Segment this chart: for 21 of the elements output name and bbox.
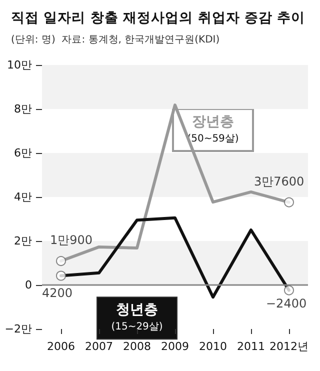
- y-tick-label: 2만: [14, 234, 32, 248]
- y-tick-label: −2만: [4, 322, 32, 336]
- annotation: −2400: [266, 296, 307, 310]
- annotation: 4200: [42, 286, 73, 300]
- x-tick-label: 2012년: [270, 340, 308, 353]
- annotation: 3만7600: [254, 174, 304, 188]
- x-tick-label: 2009: [161, 340, 189, 353]
- chart-subtitle: (단위: 명) 자료: 통계청, 한국개발연구원(KDI): [11, 34, 220, 46]
- text: 청년층 (15~29살): [111, 302, 163, 333]
- annotation: 1만900: [50, 233, 93, 248]
- chart-title: 직접 일자리 창출 재정사업의 취업자 증감 추이: [11, 10, 306, 26]
- y-tick-label: 0: [25, 278, 32, 292]
- x-tick-label: 2006: [47, 340, 75, 353]
- x-tick-label: 2011: [237, 340, 265, 353]
- x-tick-label: 2007: [85, 340, 113, 353]
- y-tick-label: 10만: [7, 58, 32, 72]
- x-tick-label: 2008: [123, 340, 151, 353]
- x-tick-label: 2010: [199, 340, 227, 353]
- y-tick-label: 4만: [14, 190, 32, 204]
- y-tick-label: 6만: [14, 146, 32, 160]
- y-tick-label: 8만: [14, 102, 32, 116]
